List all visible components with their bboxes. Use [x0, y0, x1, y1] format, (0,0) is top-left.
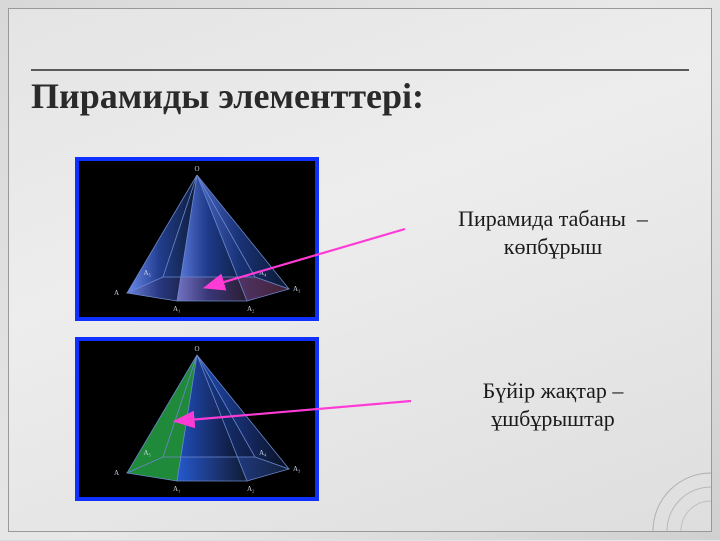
svg-text:A₂: A₂: [247, 305, 255, 313]
svg-text:A₃: A₃: [293, 465, 301, 473]
svg-text:A: A: [114, 469, 119, 477]
pyramid-figure-base: O A A₁ A₂ A₃ A₄ A₅: [75, 157, 319, 321]
svg-text:A₃: A₃: [293, 285, 301, 293]
slide-title: Пирамиды элементтері:: [31, 75, 424, 117]
svg-text:O: O: [194, 345, 199, 353]
label-base-name: Пирамида табаны: [458, 206, 626, 231]
label-side-desc: ұшбұрыштар: [403, 405, 703, 433]
corner-decoration: [641, 461, 711, 531]
label-side: Бүйір жақтар – ұшбұрыштар: [403, 377, 703, 432]
label-base: Пирамида табаны – көпбұрыш: [403, 205, 703, 260]
svg-text:A₅: A₅: [144, 449, 152, 457]
label-side-name: Бүйір жақтар: [483, 378, 607, 403]
slide-frame: Пирамиды элементтері:: [8, 8, 712, 532]
svg-text:A: A: [114, 289, 119, 297]
svg-text:A₄: A₄: [259, 269, 267, 277]
pyramid-figure-side: O A A₁ A₂ A₃ A₄ A₅: [75, 337, 319, 501]
dash: –: [612, 378, 623, 403]
svg-text:O: O: [194, 165, 199, 173]
svg-text:A₅: A₅: [144, 269, 152, 277]
label-base-desc: көпбұрыш: [403, 233, 703, 261]
pyramid-side-svg: O A A₁ A₂ A₃ A₄ A₅: [79, 341, 315, 497]
title-rule: [31, 69, 689, 71]
dash: –: [637, 206, 648, 231]
svg-text:A₁: A₁: [173, 305, 181, 313]
pyramid-base-svg: O A A₁ A₂ A₃ A₄ A₅: [79, 161, 315, 317]
svg-text:A₄: A₄: [259, 449, 267, 457]
svg-text:A₂: A₂: [247, 485, 255, 493]
svg-text:A₁: A₁: [173, 485, 181, 493]
